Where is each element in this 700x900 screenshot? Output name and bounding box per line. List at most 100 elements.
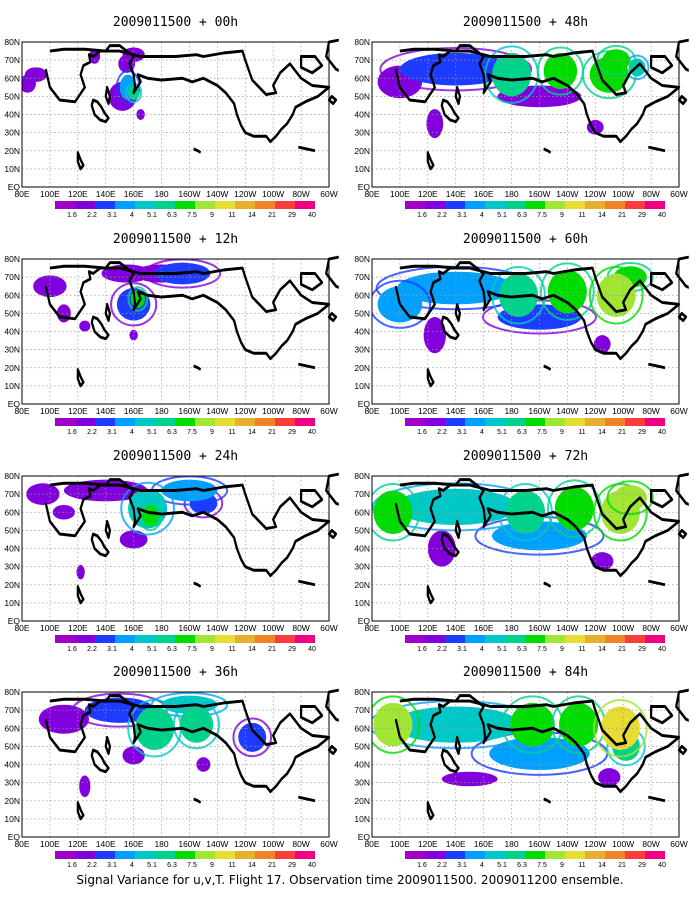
lon-tick-label: 140E bbox=[96, 189, 116, 199]
variance-contour-halo bbox=[232, 717, 273, 758]
variance-contour bbox=[593, 335, 611, 354]
colorbar-label: 21 bbox=[618, 212, 626, 219]
panel-72h: 2009011500 + 72h 80N 70N 60N 50N 40N 30N 20N 10N… bbox=[354, 449, 689, 653]
colorbar-swatch bbox=[115, 851, 135, 859]
lon-tick-label: 60W bbox=[320, 623, 337, 633]
colorbar-swatch bbox=[275, 201, 295, 209]
colorbar-label: 4 bbox=[480, 862, 484, 869]
lon-tick-label: 140E bbox=[446, 189, 466, 199]
lon-tick-label: 140W bbox=[556, 406, 578, 416]
lon-tick-label: 60W bbox=[320, 839, 337, 849]
lon-tick-label: 100E bbox=[390, 623, 410, 633]
colorbar-label: 2.2 bbox=[437, 862, 447, 869]
lat-tick-label: 40N bbox=[354, 544, 370, 554]
lat-tick-label: 60N bbox=[354, 723, 370, 733]
panel-title: 2009011500 + 12h bbox=[113, 232, 238, 247]
lon-tick-label: 80E bbox=[14, 839, 29, 849]
colorbar-swatch bbox=[505, 201, 525, 209]
variance-contour bbox=[84, 697, 155, 723]
map-frame bbox=[371, 41, 680, 188]
colorbar-swatch bbox=[75, 851, 95, 859]
lon-tick-label: 120W bbox=[584, 623, 606, 633]
colorbar-label: 7.5 bbox=[187, 646, 197, 653]
lon-tick-label: 120W bbox=[234, 623, 256, 633]
lon-tick-label: 180 bbox=[154, 839, 168, 849]
colorbar-swatch bbox=[135, 418, 155, 426]
lon-tick-label: 140E bbox=[446, 623, 466, 633]
colorbar-swatch bbox=[175, 635, 195, 643]
lon-tick-label: 160E bbox=[474, 623, 494, 633]
colorbar-swatch bbox=[215, 418, 235, 426]
lat-tick-label: EQ bbox=[8, 616, 21, 626]
colorbar-swatch bbox=[625, 418, 645, 426]
colorbar-label: 4 bbox=[130, 212, 134, 219]
colorbar-label: 1.6 bbox=[417, 862, 427, 869]
lon-tick-label: 160W bbox=[178, 406, 200, 416]
colorbar-swatch bbox=[195, 201, 215, 209]
lat-tick-label: 80N bbox=[4, 687, 20, 697]
colorbar-label: 5.1 bbox=[147, 212, 157, 219]
colorbar-label: 6.3 bbox=[517, 212, 527, 219]
lon-tick-label: 60W bbox=[320, 406, 337, 416]
variance-contour bbox=[79, 320, 91, 332]
colorbar-label: 40 bbox=[658, 429, 666, 436]
variance-contour bbox=[119, 530, 148, 549]
colorbar-swatch bbox=[485, 201, 505, 209]
lon-tick-label: 100W bbox=[612, 623, 634, 633]
lon-tick-label: 100W bbox=[262, 189, 284, 199]
colorbar-swatch bbox=[295, 851, 315, 859]
lat-tick-label: 20N bbox=[4, 580, 20, 590]
colorbar-label: 2.2 bbox=[87, 646, 97, 653]
lat-tick-label: 30N bbox=[4, 778, 20, 788]
colorbar-swatch bbox=[445, 418, 465, 426]
colorbar-swatch bbox=[95, 635, 115, 643]
colorbar-label: 11 bbox=[578, 212, 585, 219]
colorbar-label: 5.1 bbox=[147, 429, 157, 436]
lat-tick-label: 40N bbox=[354, 327, 370, 337]
lon-tick-label: 80W bbox=[292, 839, 309, 849]
panel-title: 2009011500 + 36h bbox=[113, 665, 238, 680]
colorbar-label: 29 bbox=[638, 862, 646, 869]
colorbar-swatch bbox=[215, 201, 235, 209]
lon-tick-label: 160E bbox=[124, 623, 144, 633]
colorbar-swatch bbox=[255, 635, 275, 643]
lon-tick-label: 100W bbox=[262, 623, 284, 633]
colorbar-label: 4 bbox=[480, 429, 484, 436]
colorbar-label: 3.1 bbox=[107, 212, 117, 219]
variance-contour bbox=[543, 52, 578, 90]
colorbar-label: 9 bbox=[560, 646, 564, 653]
colorbar-swatch bbox=[215, 851, 235, 859]
lat-tick-label: 30N bbox=[354, 345, 370, 355]
colorbar-swatch bbox=[235, 201, 255, 209]
colorbar-swatch bbox=[545, 418, 565, 426]
lat-tick-label: 70N bbox=[354, 705, 370, 715]
variance-field bbox=[372, 479, 654, 571]
colorbar-label: 1.6 bbox=[417, 212, 427, 219]
colorbar-swatch bbox=[405, 851, 425, 859]
colorbar-label: 5.1 bbox=[497, 212, 507, 219]
colorbar-label: 6.3 bbox=[517, 429, 527, 436]
grid-lines bbox=[372, 476, 679, 621]
lon-tick-label: 140W bbox=[556, 623, 578, 633]
colorbar: 1.6 2.2 3.1 4 5.1 6.3 7.5 9 11 14 21 29 40 bbox=[55, 201, 316, 219]
lon-tick-label: 80W bbox=[292, 406, 309, 416]
colorbar-swatch bbox=[565, 851, 585, 859]
lon-tick-label: 160W bbox=[528, 839, 550, 849]
lon-tick-label: 60W bbox=[320, 189, 337, 199]
panel-title: 2009011500 + 48h bbox=[463, 15, 588, 30]
colorbar-label: 11 bbox=[578, 646, 585, 653]
colorbar-swatch bbox=[545, 851, 565, 859]
lon-tick-label: 160W bbox=[178, 839, 200, 849]
colorbar-swatch bbox=[645, 635, 665, 643]
lat-tick-label: EQ bbox=[8, 399, 21, 409]
lat-tick-label: 10N bbox=[354, 164, 370, 174]
lon-tick-label: 140E bbox=[96, 406, 116, 416]
lon-tick-label: 180 bbox=[154, 623, 168, 633]
colorbar-swatch bbox=[645, 851, 665, 859]
lat-tick-label: 80N bbox=[4, 254, 20, 264]
lat-tick-label: 60N bbox=[4, 290, 20, 300]
lat-tick-label: 50N bbox=[354, 91, 370, 101]
map-frame bbox=[21, 475, 330, 622]
lon-tick-label: 180 bbox=[504, 406, 518, 416]
